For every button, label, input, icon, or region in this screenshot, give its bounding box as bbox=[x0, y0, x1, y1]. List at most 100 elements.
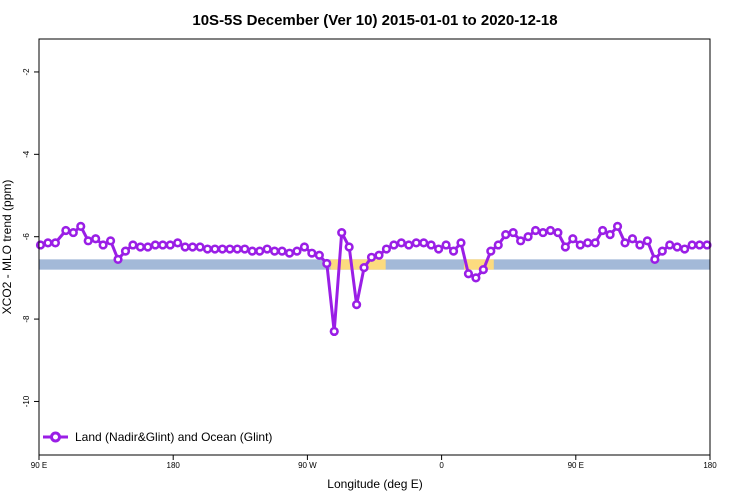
data-point bbox=[553, 227, 563, 238]
data-point bbox=[590, 238, 600, 248]
data-point bbox=[508, 227, 518, 238]
data-point bbox=[568, 234, 578, 244]
data-point bbox=[344, 242, 354, 252]
y-axis: -2 -4 -6 -8 -10 bbox=[22, 68, 39, 407]
data-point bbox=[389, 240, 399, 250]
legend-marker bbox=[50, 431, 61, 443]
data-point bbox=[225, 244, 235, 254]
data-point bbox=[642, 236, 652, 246]
data-point bbox=[501, 230, 511, 240]
series-line-0 bbox=[40, 224, 707, 333]
data-point bbox=[322, 258, 332, 269]
y-tick-label-4: -10 bbox=[22, 395, 31, 407]
data-point bbox=[105, 236, 116, 246]
data-point bbox=[612, 221, 623, 232]
chart-title: 10S-5S December (Ver 10) 2015-01-01 to 2… bbox=[192, 12, 557, 29]
data-point bbox=[545, 225, 556, 236]
data-point bbox=[269, 246, 280, 256]
data-point bbox=[694, 240, 705, 250]
data-point bbox=[299, 242, 310, 252]
data-point bbox=[471, 273, 481, 283]
data-point bbox=[128, 240, 138, 250]
data-point bbox=[404, 240, 414, 250]
data-point bbox=[135, 242, 145, 252]
y-tick-label-0: -2 bbox=[22, 68, 31, 76]
data-point bbox=[180, 242, 190, 252]
y-tick-label-1: -4 bbox=[22, 150, 31, 158]
data-point bbox=[232, 244, 242, 254]
data-point bbox=[530, 225, 541, 236]
data-point bbox=[560, 242, 570, 252]
data-point bbox=[165, 240, 175, 250]
data-point bbox=[680, 244, 690, 254]
data-point bbox=[411, 238, 421, 248]
data-point bbox=[150, 240, 160, 250]
data-point bbox=[672, 242, 682, 252]
x-tick-label-5: 180 bbox=[703, 461, 717, 470]
data-point bbox=[523, 232, 533, 242]
data-point bbox=[359, 262, 369, 273]
data-point bbox=[43, 238, 53, 248]
data-point bbox=[91, 234, 101, 244]
y-tick-label-2: -6 bbox=[22, 233, 31, 241]
data-point bbox=[687, 240, 697, 250]
data-point bbox=[113, 254, 123, 264]
data-point bbox=[352, 300, 362, 310]
data-point bbox=[217, 244, 228, 254]
data-point bbox=[50, 238, 61, 248]
x-tick-label-2: 90 W bbox=[298, 461, 317, 470]
data-point bbox=[456, 238, 466, 248]
data-point bbox=[255, 246, 265, 256]
data-point bbox=[210, 244, 220, 254]
data-point bbox=[329, 326, 339, 337]
data-point bbox=[98, 240, 108, 250]
data-point bbox=[240, 244, 250, 254]
data-point bbox=[575, 240, 585, 250]
plot-frame bbox=[38, 38, 711, 456]
data-point bbox=[76, 221, 86, 232]
data-point bbox=[307, 248, 317, 258]
data-point bbox=[120, 246, 131, 256]
surface-type-band bbox=[39, 259, 710, 270]
y-axis-label: XCO2 - MLO trend (ppm) bbox=[0, 180, 14, 315]
land-segment-1 bbox=[463, 259, 494, 270]
data-point bbox=[635, 240, 645, 250]
data-point bbox=[381, 244, 392, 254]
data-point bbox=[68, 227, 78, 238]
legend: Land (Nadir&Glint) and Ocean (Glint) bbox=[43, 430, 272, 444]
data-point bbox=[247, 246, 257, 256]
x-axis: 90 E 180 90 W 0 90 E 180 bbox=[31, 455, 717, 470]
data-point bbox=[173, 238, 183, 248]
series-layer bbox=[35, 221, 712, 337]
x-tick-label-0: 90 E bbox=[31, 461, 47, 470]
data-point bbox=[516, 236, 526, 246]
data-point bbox=[448, 246, 459, 256]
x-tick-label-3: 0 bbox=[439, 461, 444, 470]
data-point bbox=[478, 265, 488, 275]
data-point bbox=[583, 238, 593, 248]
data-point bbox=[702, 240, 712, 250]
data-point bbox=[314, 250, 324, 260]
data-point bbox=[426, 240, 436, 250]
data-point bbox=[657, 246, 667, 256]
data-point bbox=[627, 234, 638, 244]
data-point bbox=[158, 240, 168, 250]
data-point bbox=[61, 225, 71, 236]
data-point bbox=[486, 246, 496, 256]
data-point bbox=[202, 244, 213, 254]
data-point bbox=[419, 238, 429, 248]
data-point bbox=[83, 236, 93, 246]
data-point bbox=[665, 240, 675, 250]
data-point bbox=[374, 250, 384, 260]
land-segment-0 bbox=[330, 259, 386, 270]
data-point bbox=[493, 240, 503, 250]
data-point bbox=[262, 244, 272, 254]
data-point bbox=[441, 240, 451, 250]
x-axis-label: Longitude (deg E) bbox=[327, 477, 422, 491]
data-point bbox=[366, 252, 377, 262]
data-point bbox=[292, 246, 302, 256]
data-point bbox=[434, 244, 444, 254]
y-tick-label-3: -8 bbox=[22, 315, 31, 323]
data-point bbox=[143, 242, 153, 252]
